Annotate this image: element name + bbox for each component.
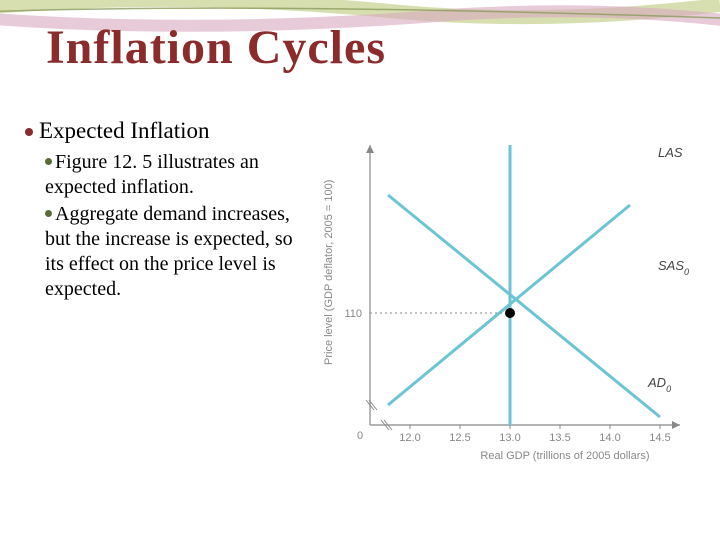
svg-text:13.5: 13.5	[549, 432, 570, 444]
bullet-level2-block: Figure 12. 5 illustrates an expected inf…	[45, 150, 315, 302]
bullet-dot-icon	[25, 128, 33, 136]
bullet1-text: Expected Inflation	[39, 118, 210, 144]
svg-text:0: 0	[357, 430, 363, 442]
bullet-dot-icon	[45, 210, 52, 217]
svg-text:110: 110	[344, 308, 362, 320]
svg-text:14.0: 14.0	[599, 432, 620, 444]
content-area: Expected Inflation Figure 12. 5 illustra…	[25, 118, 315, 302]
economics-chart: 110 0 12.0 12.5 13.0 13.5 14.0 14.5 Price level …	[310, 135, 705, 495]
svg-text:Price level (GDP deflator, 200: Price level (GDP deflator, 2005 = 100)	[323, 180, 335, 365]
bullet-dot-icon	[45, 158, 52, 165]
bullet2b-text: Aggregate demand increases, but the incr…	[45, 202, 315, 302]
svg-text:13.0: 13.0	[499, 432, 520, 444]
svg-text:14.5: 14.5	[649, 432, 670, 444]
svg-text:AD0: AD0	[647, 375, 671, 394]
bullet-level1: Expected Inflation	[25, 118, 315, 144]
svg-text:12.5: 12.5	[449, 432, 470, 444]
svg-text:12.0: 12.0	[399, 432, 420, 444]
svg-text:Real GDP (trillions of 2005 do: Real GDP (trillions of 2005 dollars)	[480, 450, 649, 462]
bullet2a-text: Figure 12. 5 illustrates an expected inf…	[45, 150, 315, 200]
svg-text:LAS: LAS	[658, 145, 683, 160]
svg-text:SAS0: SAS0	[658, 258, 689, 277]
slide-title: Inflation Cycles	[46, 20, 386, 75]
